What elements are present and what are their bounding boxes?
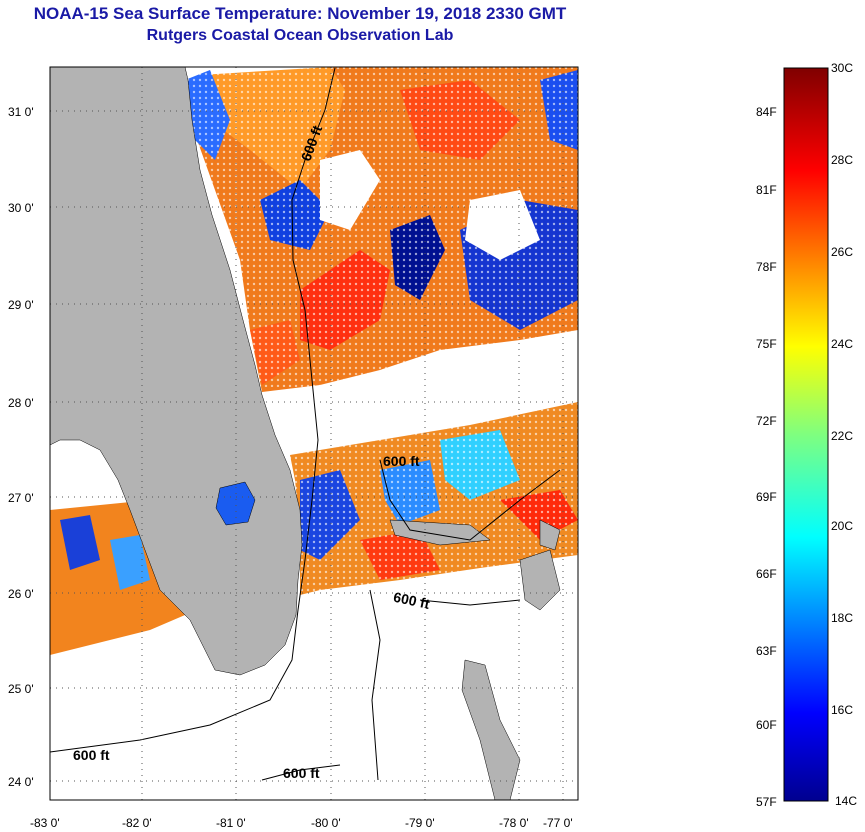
colorbar-c-label: 24C [831, 337, 853, 351]
graticule [50, 67, 578, 800]
lon-label: -81 0' [216, 816, 246, 830]
isobath-600ft [50, 67, 561, 781]
colorbar-f-label: 72F [756, 414, 777, 428]
lat-label: 31 0' [8, 105, 34, 119]
colorbar-f-label: 60F [756, 718, 777, 732]
lat-label: 29 0' [8, 298, 34, 312]
map-title: NOAA-15 Sea Surface Temperature: Novembe… [33, 4, 567, 23]
bahamas-land [389, 519, 561, 800]
lon-label: -77 0' [543, 816, 573, 830]
colorbar-f-label: 75F [756, 337, 777, 351]
colorbar-c-label: 18C [831, 611, 853, 625]
contour-label: 600 ft [392, 589, 431, 612]
colorbar-c-label: 28C [831, 153, 853, 167]
lon-label: -79 0' [405, 816, 435, 830]
lat-label: 24 0' [8, 775, 34, 789]
colorbar-c-label: 14C [835, 794, 857, 808]
colorbar-f-label: 69F [756, 490, 777, 504]
colorbar-f-label: 81F [756, 183, 777, 197]
longitude-labels: -83 0' -82 0' -81 0' -80 0' -79 0' -78 0… [30, 816, 573, 830]
lon-label: -83 0' [30, 816, 60, 830]
lat-label: 28 0' [8, 396, 34, 410]
lat-label: 30 0' [8, 201, 34, 215]
lake-okeechobee [215, 481, 256, 526]
colorbar-c-label: 16C [831, 703, 853, 717]
colorbar-c-label: 20C [831, 519, 853, 533]
contour-label: 600 ft [283, 765, 320, 781]
colorbar-f-label: 63F [756, 644, 777, 658]
sst-swath-middle [290, 402, 578, 597]
colorbar-f-label: 84F [756, 105, 777, 119]
colorbar-fahrenheit-labels: 84F 81F 78F 75F 72F 69F 66F 63F 60F 57F [756, 105, 777, 809]
lat-label: 27 0' [8, 491, 34, 505]
colorbar-c-label: 30C [831, 61, 853, 75]
lat-label: 26 0' [8, 587, 34, 601]
map-border [49, 66, 579, 801]
colorbar-c-label: 22C [831, 429, 853, 443]
contour-label: 600 ft [73, 747, 110, 763]
colorbar-f-label: 57F [756, 795, 777, 809]
colorbar-celsius-labels: 30C 28C 26C 24C 22C 20C 18C 16C 14C [831, 61, 857, 808]
lon-label: -80 0' [311, 816, 341, 830]
latitude-labels: 31 0' 30 0' 29 0' 28 0' 27 0' 26 0' 25 0… [8, 105, 34, 789]
colorbar-f-label: 66F [756, 567, 777, 581]
contour-label: 600 ft [383, 453, 420, 469]
lat-label: 25 0' [8, 682, 34, 696]
colorbar-c-label: 26C [831, 245, 853, 259]
colorbar [783, 67, 829, 802]
lon-label: -82 0' [122, 816, 152, 830]
colorbar-f-label: 78F [756, 260, 777, 274]
map-subtitle: Rutgers Coastal Ocean Observation Lab [146, 27, 454, 44]
sst-swath-north [185, 67, 578, 392]
lon-label: -78 0' [499, 816, 529, 830]
